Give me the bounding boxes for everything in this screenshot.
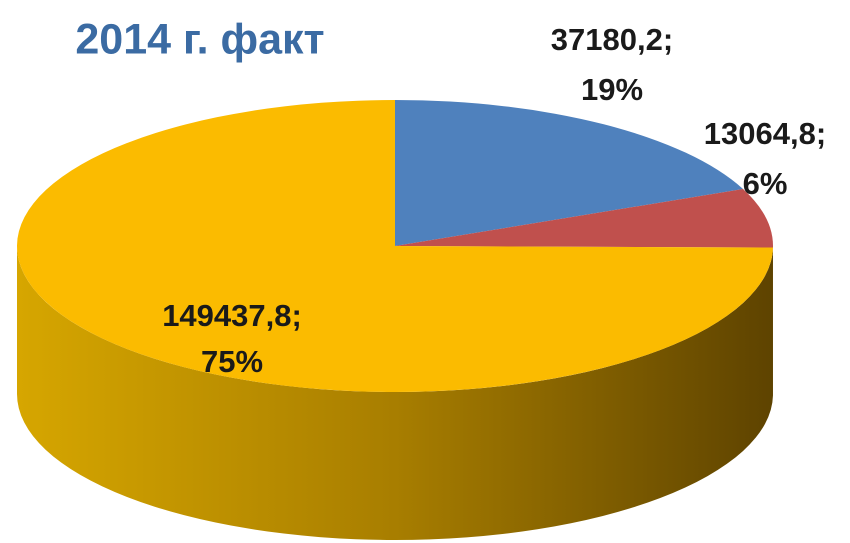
slice-side [17,246,773,540]
percentage-label: 19% [581,72,643,107]
slice [16,100,773,392]
data-label: 149437,8; [162,298,302,333]
percentage-label: 6% [743,166,788,201]
slice [395,189,774,248]
slice [395,100,744,246]
data-label: 37180,2; [551,22,673,57]
chart-title: 2014 г. факт [75,15,324,63]
data-label: 13064,8; [704,116,826,151]
percentage-label: 75% [201,344,263,379]
